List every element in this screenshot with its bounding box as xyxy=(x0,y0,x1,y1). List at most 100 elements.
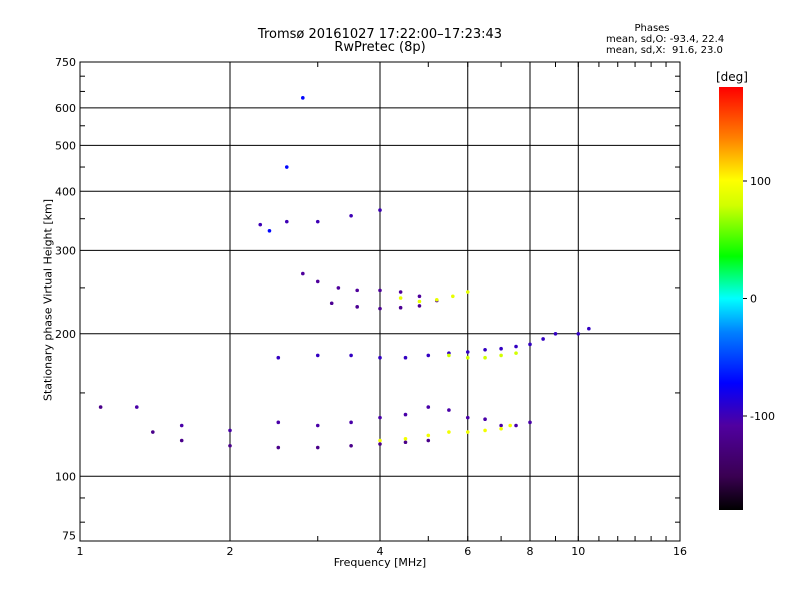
echo-point xyxy=(355,288,359,293)
echo-point xyxy=(378,415,382,420)
echo-point xyxy=(403,412,408,417)
echo-point xyxy=(465,430,470,434)
echo-point xyxy=(267,229,272,233)
echo-point xyxy=(483,417,487,422)
echo-trace xyxy=(98,405,431,450)
chart-title: Tromsø 20161027 17:22:00–17:23:43 xyxy=(257,27,503,42)
echo-point xyxy=(426,438,431,443)
echo-point xyxy=(179,438,184,443)
echo-point xyxy=(258,222,263,227)
y-tick-label: 75 xyxy=(62,529,76,542)
echo-point xyxy=(378,208,382,212)
echo-point xyxy=(465,415,470,420)
echo-point xyxy=(576,331,581,336)
echo-point xyxy=(378,288,382,293)
echo-point xyxy=(398,290,403,294)
x-tick-labels: 1 2 4 6 8 10 16 xyxy=(77,545,688,558)
echo-point xyxy=(378,442,382,446)
echo-point xyxy=(483,428,487,433)
echo-point xyxy=(417,294,422,299)
echo-point xyxy=(403,437,408,441)
echo-point xyxy=(355,305,359,309)
x-tick-label: 1 xyxy=(77,545,84,558)
y-tick-label: 100 xyxy=(55,470,76,483)
colorbar-tick-label: -100 xyxy=(750,410,775,423)
echo-point xyxy=(301,271,305,276)
echo-point xyxy=(483,348,487,352)
echo-trace xyxy=(378,423,512,443)
echo-trace xyxy=(398,290,470,304)
echo-point xyxy=(426,433,431,438)
echo-point xyxy=(426,353,431,358)
x-tick-label: 10 xyxy=(571,545,585,558)
colorbar xyxy=(719,87,743,510)
echo-point xyxy=(499,353,503,358)
echo-point xyxy=(284,165,289,169)
y-tick-labels: 75 100 200 300 400 500 600 750 xyxy=(55,56,76,542)
echo-point xyxy=(378,438,382,443)
echo-point xyxy=(349,443,353,448)
echo-point xyxy=(315,219,320,224)
chart-subtitle: RwPretec (8p) xyxy=(334,40,426,55)
echo-point xyxy=(447,430,451,434)
echo-point xyxy=(417,304,422,308)
echo-point xyxy=(587,326,591,331)
echo-trace xyxy=(301,271,439,303)
echo-point xyxy=(134,405,139,409)
echo-point xyxy=(315,423,320,428)
x-tick-label: 16 xyxy=(673,545,687,558)
x-tick-label: 8 xyxy=(527,545,534,558)
echo-point xyxy=(465,350,470,354)
echo-point xyxy=(434,297,439,302)
echo-point xyxy=(349,420,353,425)
echo-trace xyxy=(134,405,532,433)
echo-point xyxy=(528,342,532,347)
axis-ticks xyxy=(79,62,681,541)
x-tick-label: 2 xyxy=(227,545,234,558)
colorbar-ticks: 100 0 -100 xyxy=(743,175,775,423)
echo-trace xyxy=(276,326,591,360)
echo-point xyxy=(284,219,289,224)
echo-point xyxy=(336,286,341,290)
echo-point xyxy=(528,420,532,425)
x-tick-label: 6 xyxy=(464,545,471,558)
echo-point xyxy=(349,353,353,358)
echo-point xyxy=(447,408,451,412)
colorbar-tick-label: 100 xyxy=(750,175,771,188)
echo-point xyxy=(349,213,353,218)
echo-point xyxy=(398,305,403,310)
y-tick-label: 600 xyxy=(55,102,76,115)
echo-point xyxy=(276,355,281,360)
echo-point xyxy=(315,279,320,284)
y-tick-label: 500 xyxy=(55,139,76,152)
echo-point xyxy=(514,344,518,349)
x-tick-label: 4 xyxy=(377,545,384,558)
echo-point xyxy=(228,443,232,448)
data-points xyxy=(98,96,591,450)
echo-point xyxy=(499,426,503,431)
y-axis-label: Stationary phase Virtual Height [km] xyxy=(41,198,55,402)
echo-point xyxy=(553,331,558,336)
echo-point xyxy=(417,299,422,304)
y-tick-label: 300 xyxy=(55,244,76,257)
echo-point xyxy=(398,296,403,300)
echo-point xyxy=(403,355,408,360)
echo-point xyxy=(98,405,103,409)
colorbar-unit: [deg] xyxy=(716,70,748,84)
echo-point xyxy=(378,355,382,360)
echo-point xyxy=(465,355,470,360)
echo-trace xyxy=(258,208,382,227)
echo-point xyxy=(179,423,184,428)
phase-stats-x-line: mean, sd,X: 91.6, 23.0 xyxy=(606,45,723,56)
echo-point xyxy=(151,430,155,434)
echo-point xyxy=(508,423,512,428)
echo-point xyxy=(228,428,232,433)
echo-point xyxy=(465,290,470,294)
echo-point xyxy=(329,301,334,306)
y-tick-label: 750 xyxy=(55,56,76,69)
echo-point xyxy=(451,294,455,299)
echo-point xyxy=(403,440,408,445)
echo-point xyxy=(514,351,518,355)
